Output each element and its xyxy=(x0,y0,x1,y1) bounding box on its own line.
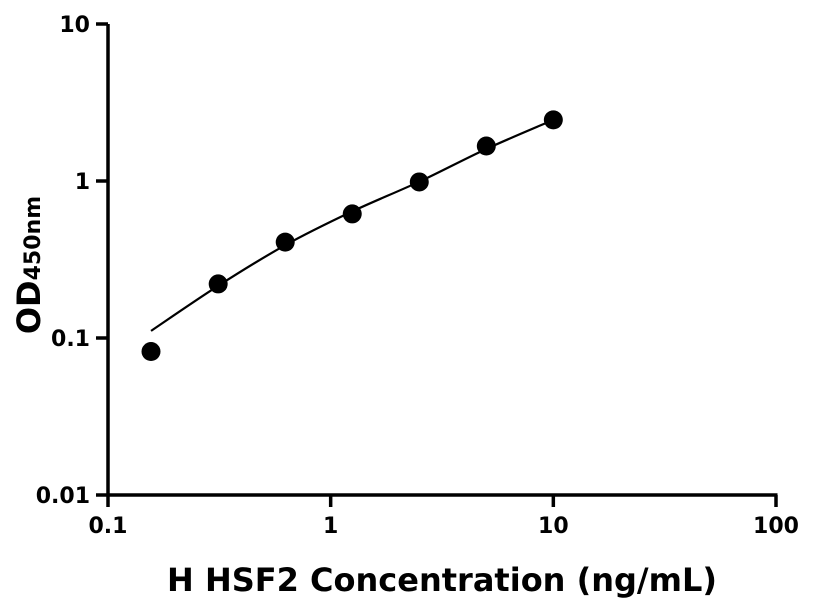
x-tick-label: 10 xyxy=(538,514,569,539)
data-point xyxy=(476,136,496,156)
y-tick-label: 0.01 xyxy=(36,484,90,509)
y-axis-label-main: OD xyxy=(10,280,48,334)
y-axis-label: OD450nm xyxy=(10,196,48,334)
data-points xyxy=(141,110,563,362)
y-tick-label: 10 xyxy=(59,13,90,38)
data-point xyxy=(208,274,228,294)
data-point xyxy=(275,232,295,252)
data-point xyxy=(141,342,161,362)
data-point xyxy=(342,204,362,224)
x-tick-label: 1 xyxy=(323,514,338,539)
y-tick-label: 1 xyxy=(75,170,90,195)
y-tick-label: 0.1 xyxy=(51,327,90,352)
x-tick-label: 0.1 xyxy=(89,514,128,539)
x-tick-label: 100 xyxy=(753,514,799,539)
x-axis-label: H HSF2 Concentration (ng/mL) xyxy=(167,561,717,599)
data-point xyxy=(409,172,429,192)
axes: 0.1 1 10 100 0.01 0.1 1 10 xyxy=(36,13,799,539)
y-axis-label-subscript: 450nm xyxy=(21,196,46,281)
data-point xyxy=(543,110,563,130)
